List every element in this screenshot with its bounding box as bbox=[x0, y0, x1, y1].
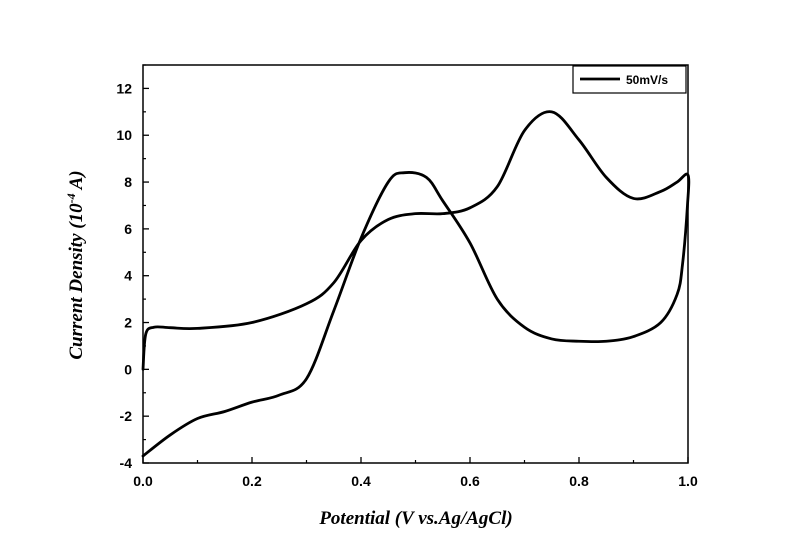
y-axis-title-prefix: Current Density (10 bbox=[66, 203, 87, 360]
y-tick-label: 0 bbox=[124, 361, 132, 377]
legend: 50mV/s bbox=[572, 65, 687, 94]
y-tick-label: -4 bbox=[120, 455, 133, 471]
y-tick-label: 8 bbox=[124, 174, 132, 190]
y-tick-label: 6 bbox=[124, 221, 132, 237]
plot-frame bbox=[142, 64, 689, 464]
x-tick-label: 0.8 bbox=[569, 473, 589, 489]
y-tick-label: 12 bbox=[116, 80, 132, 96]
series-line-50mv-s bbox=[141, 110, 691, 458]
y-axis-title: Current Density (10-4 A) bbox=[64, 170, 87, 359]
y-tick-label: 4 bbox=[124, 268, 132, 284]
legend-label: 50mV/s bbox=[626, 73, 668, 87]
y-tick-label: -2 bbox=[120, 408, 133, 424]
y-tick-label: 10 bbox=[116, 127, 132, 143]
y-axis-title-superscript: -4 bbox=[64, 193, 78, 203]
x-tick-label: 1.0 bbox=[678, 473, 698, 489]
x-tick-label: 0.6 bbox=[460, 473, 480, 489]
x-tick-label: 0.4 bbox=[351, 473, 371, 489]
x-tick-label: 0.2 bbox=[242, 473, 262, 489]
x-axis-title: Potential (V vs.Ag/AgCl) bbox=[318, 508, 512, 529]
x-axis-ticks: 0.0 0.2 0.4 0.6 0.8 1.0 bbox=[133, 457, 698, 489]
y-tick-label: 2 bbox=[124, 315, 132, 331]
y-axis-title-suffix: A) bbox=[66, 170, 87, 193]
x-tick-label: 0.0 bbox=[133, 473, 153, 489]
y-axis-ticks: -4 -2 0 2 4 6 8 10 12 bbox=[116, 64, 149, 471]
